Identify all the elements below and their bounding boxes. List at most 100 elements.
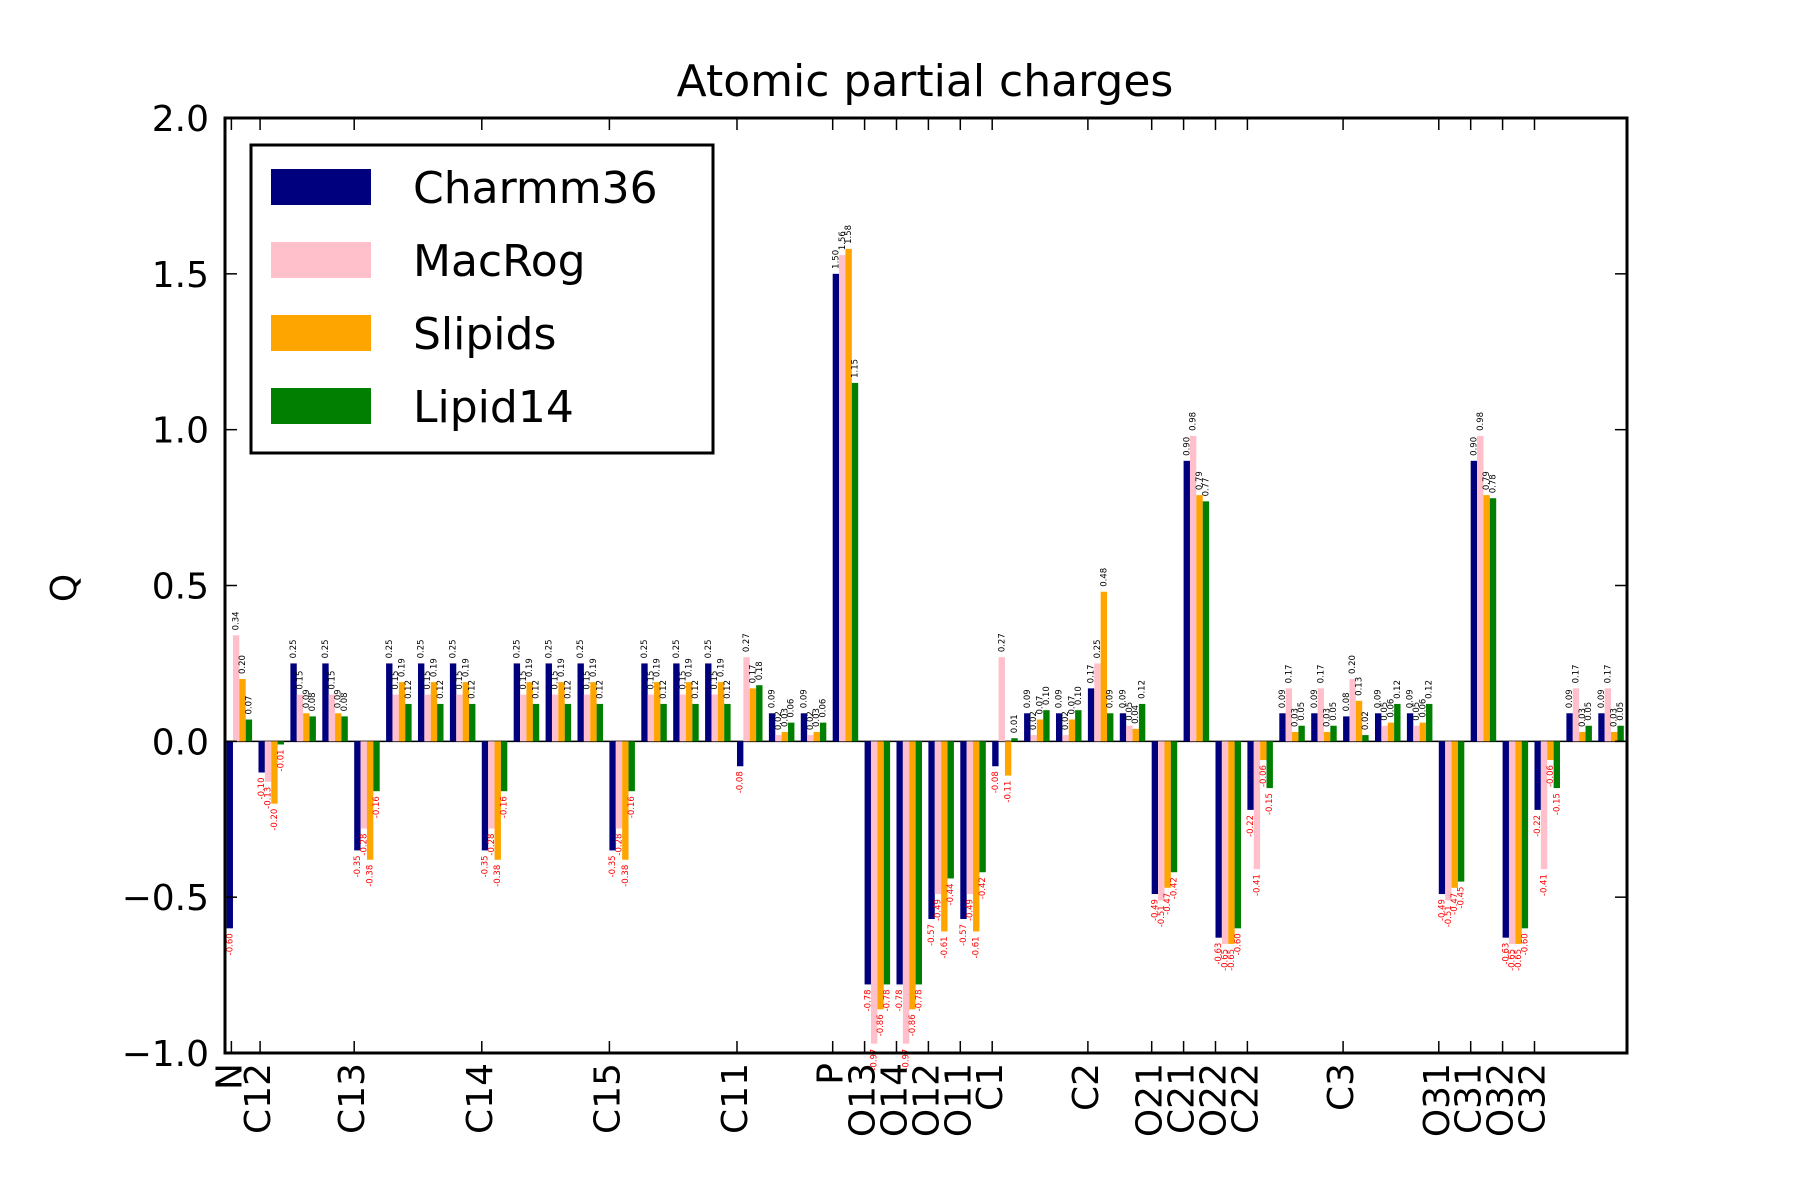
data-label-lipid14-43: 0.05 xyxy=(1616,702,1626,721)
bar-lipid14-28 xyxy=(1138,703,1146,742)
bar-macrog-26 xyxy=(1062,735,1069,742)
data-label-slipids-15: 0.19 xyxy=(717,658,727,677)
bar-slipids-14 xyxy=(685,682,693,742)
bar-lipid14-38 xyxy=(1457,741,1465,882)
data-label-lipid14-8: -0.16 xyxy=(500,796,510,818)
data-label-lipid14-19: 1.15 xyxy=(851,359,861,378)
bar-charmm36-39 xyxy=(1470,460,1478,742)
data-label-charmm36-26: 0.09 xyxy=(1055,689,1065,708)
bar-slipids-43 xyxy=(1611,731,1618,742)
data-label-charmm36-32: -0.22 xyxy=(1246,815,1256,837)
bar-macrog-4 xyxy=(360,741,367,829)
bar-charmm36-36 xyxy=(1374,713,1382,742)
data-label-lipid14-0: 0.07 xyxy=(244,696,254,715)
data-label-slipids-19: 1.58 xyxy=(844,225,854,244)
data-label-macrog-15: 0.15 xyxy=(710,671,720,690)
bar-macrog-6 xyxy=(424,694,431,742)
bar-lipid14-21 xyxy=(915,741,923,985)
bar-slipids-23 xyxy=(973,741,980,932)
data-label-macrog-13: 0.15 xyxy=(646,671,656,690)
data-label-lipid14-32: -0.15 xyxy=(1265,793,1275,815)
bar-lipid14-19 xyxy=(851,382,859,742)
legend-swatch-lipid14 xyxy=(271,388,371,424)
data-label-charmm36-24: -0.08 xyxy=(991,771,1001,793)
data-label-macrog-37: 0.05 xyxy=(1412,702,1422,721)
data-labels-layer: -0.60 -0.10 0.25 0.25 -0.35 0.25 0.25 0.25 -0.35… xyxy=(225,225,1626,1071)
bar-lipid14-3 xyxy=(341,716,348,742)
data-label-slipids-9: 0.19 xyxy=(525,658,535,677)
data-label-lipid14-10: 0.12 xyxy=(563,680,573,699)
data-label-macrog-38: -0.51 xyxy=(1444,905,1454,927)
bar-macrog-37 xyxy=(1413,725,1420,742)
data-label-charmm36-28: 0.09 xyxy=(1118,689,1128,708)
bar-slipids-15 xyxy=(717,682,725,742)
data-label-charmm36-12: -0.35 xyxy=(608,855,618,877)
bar-lipid14-40 xyxy=(1521,741,1529,929)
data-label-charmm36-5: 0.25 xyxy=(385,639,395,658)
data-label-slipids-40: -0.65 xyxy=(1514,949,1524,971)
data-label-lipid14-33: 0.05 xyxy=(1297,702,1307,721)
data-label-slipids-28: 0.04 xyxy=(1131,705,1141,724)
bar-macrog-13 xyxy=(647,694,655,742)
data-label-macrog-16: 0.27 xyxy=(742,633,752,652)
bar-macrog-16 xyxy=(743,657,750,742)
data-label-charmm36-19: 1.50 xyxy=(831,250,841,269)
data-label-lipid14-1: -0.01 xyxy=(276,749,286,771)
bar-charmm36-31 xyxy=(1215,741,1222,938)
bar-macrog-19 xyxy=(839,255,846,742)
bar-charmm36-8 xyxy=(481,741,489,851)
bar-macrog-11 xyxy=(583,694,591,742)
bar-macrog-14 xyxy=(679,694,686,742)
data-label-macrog-21: -0.97 xyxy=(902,1049,912,1071)
bar-lipid14-11 xyxy=(596,703,604,742)
bar-slipids-6 xyxy=(430,682,438,742)
data-label-lipid14-30: 0.77 xyxy=(1201,477,1211,496)
bar-slipids-35 xyxy=(1355,700,1363,742)
legend: Charmm36 MacRog Slipids Lipid14 xyxy=(249,143,715,455)
x-tick-label: C11 xyxy=(715,1063,756,1134)
data-label-macrog-23: -0.49 xyxy=(965,899,975,921)
data-label-macrog-20: -0.97 xyxy=(870,1049,880,1071)
data-label-macrog-12: -0.28 xyxy=(614,834,624,856)
bar-macrog-31 xyxy=(1221,741,1229,944)
bar-lipid14-8 xyxy=(500,741,508,792)
bar-lipid14-33 xyxy=(1298,725,1305,742)
data-label-slipids-5: 0.19 xyxy=(398,658,408,677)
data-label-lipid14-24: 0.01 xyxy=(1010,714,1020,733)
data-label-charmm36-31: -0.63 xyxy=(1214,943,1224,965)
bar-lipid14-37 xyxy=(1426,703,1433,742)
y-tick-label: 0.0 xyxy=(152,722,209,763)
data-label-lipid14-22: -0.44 xyxy=(946,883,956,905)
data-label-macrog-25: 0.02 xyxy=(1029,711,1039,730)
data-label-lipid14-42: 0.05 xyxy=(1584,702,1594,721)
data-label-slipids-22: -0.61 xyxy=(940,936,950,958)
bar-charmm36-38 xyxy=(1438,741,1446,895)
bar-lipid14-23 xyxy=(979,741,986,873)
data-label-macrog-7: 0.15 xyxy=(455,671,465,690)
data-label-lipid14-27: 0.09 xyxy=(1106,689,1116,708)
data-label-slipids-42: 0.03 xyxy=(1578,708,1588,727)
bar-lipid14-18 xyxy=(819,722,827,742)
legend-swatch-slipids xyxy=(271,315,371,351)
bar-lipid14-2 xyxy=(309,716,316,742)
bar-macrog-7 xyxy=(456,694,463,742)
bar-lipid14-9 xyxy=(532,703,540,742)
bar-slipids-12 xyxy=(622,741,629,860)
bar-charmm36-5 xyxy=(386,663,393,742)
bar-lipid14-6 xyxy=(437,703,444,742)
bar-macrog-42 xyxy=(1572,688,1580,742)
bar-lipid14-17 xyxy=(788,722,795,742)
bar-lipid14-7 xyxy=(469,703,476,742)
bar-slipids-30 xyxy=(1196,495,1203,742)
bar-lipid14-10 xyxy=(564,703,572,742)
data-label-macrog-22: -0.49 xyxy=(933,899,943,921)
bar-slipids-19 xyxy=(845,248,852,742)
data-label-macrog-39: 0.98 xyxy=(1476,412,1486,431)
bar-charmm36-10 xyxy=(545,663,552,742)
data-label-charmm36-42: 0.09 xyxy=(1565,689,1575,708)
bar-charmm36-3 xyxy=(322,663,329,742)
data-label-lipid14-20: -0.78 xyxy=(882,989,892,1011)
bar-charmm36-13 xyxy=(641,663,648,742)
data-label-slipids-10: 0.19 xyxy=(557,658,567,677)
bar-lipid14-30 xyxy=(1202,501,1210,742)
